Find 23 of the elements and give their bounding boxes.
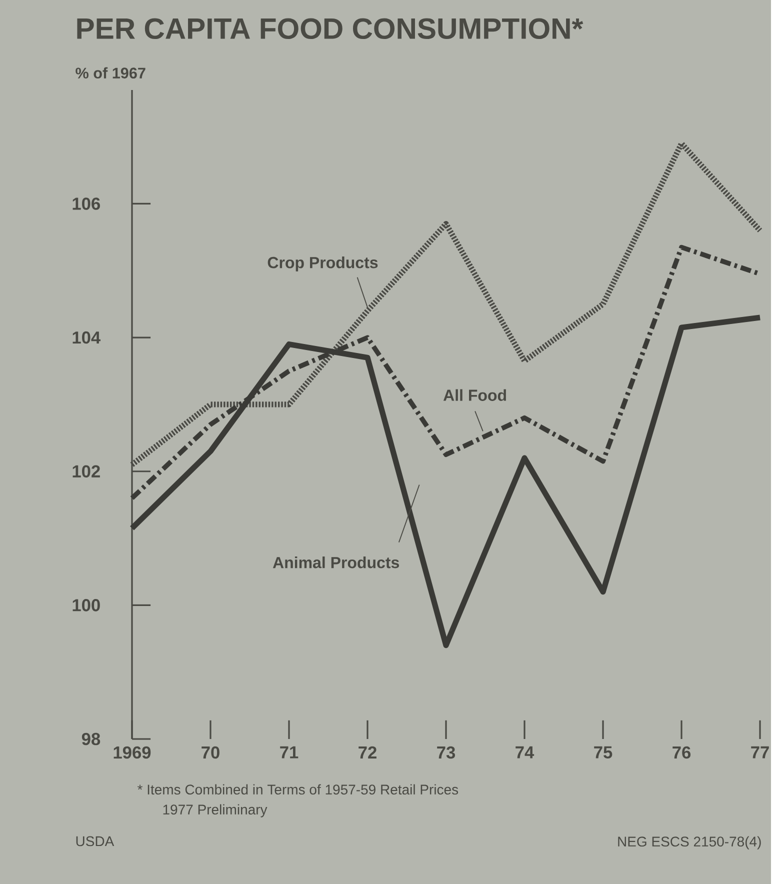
- series-label: Animal Products: [272, 556, 399, 568]
- x-tick-label: 73: [437, 746, 455, 759]
- x-tick-label: 70: [202, 746, 220, 759]
- chart-title: PER CAPITA FOOD CONSUMPTION*: [77, 18, 584, 40]
- x-tick-label: 1969: [114, 746, 151, 759]
- x-tick-label: 75: [594, 746, 612, 758]
- y-tick-label: 106: [72, 198, 100, 210]
- y-tick-label: 98: [82, 732, 100, 746]
- x-tick-label: 71: [280, 746, 298, 758]
- x-tick-label: 74: [516, 746, 534, 758]
- y-tick-label: 102: [72, 465, 100, 478]
- series-label: Crop Products: [268, 256, 378, 272]
- text: USDA: [76, 836, 114, 846]
- x-tick-label: 77: [751, 746, 769, 758]
- text: * Items Combined in Terms of 1957-59 Retail Prices: [137, 784, 458, 795]
- text: 1977 Preliminary: [163, 804, 268, 818]
- x-tick-label: 76: [672, 746, 690, 759]
- y-axis-title: % of 1967: [76, 67, 146, 79]
- text: NEG ESCS 2150-78(4): [618, 836, 761, 850]
- series-label: All Food: [443, 389, 506, 401]
- y-tick-label: 100: [72, 599, 100, 612]
- x-tick-label: 72: [358, 746, 376, 758]
- y-tick-label: 104: [72, 331, 100, 344]
